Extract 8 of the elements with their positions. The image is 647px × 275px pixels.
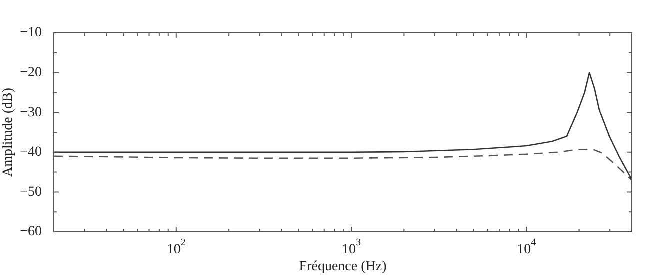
y-tick-label: −10 [20,26,42,41]
x-axis-title: Fréquence (Hz) [299,259,388,274]
y-tick-label: −30 [20,105,42,120]
y-tick-label: −20 [20,65,42,80]
y-tick-label: −60 [20,224,42,240]
y-axis-title: Amplitude (dB) [1,88,16,178]
y-tick-label: −50 [20,184,42,200]
y-tick-label: −40 [20,145,42,160]
